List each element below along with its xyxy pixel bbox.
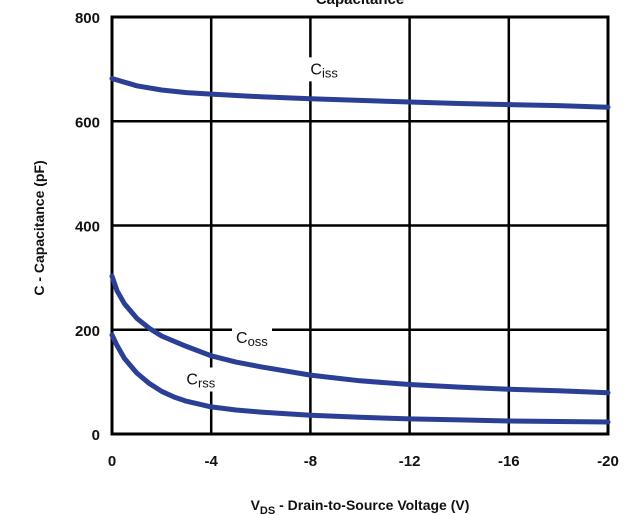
plot-frame	[110, 15, 610, 436]
series-label-bg-crss	[182, 367, 223, 392]
y-tick-label: 800	[75, 10, 100, 27]
x-tick-label: 0	[108, 453, 116, 470]
x-axis-title: VDS - Drain-to-Source Voltage (V)	[251, 497, 470, 515]
series-line-crss	[109, 332, 611, 425]
series-label-coss: Coss	[236, 330, 268, 349]
y-axis-title: C - Capacitance (pF)	[31, 160, 47, 295]
series-label-ciss: Ciss	[310, 61, 338, 80]
x-axis-title-rest: - Drain-to-Source Voltage (V)	[275, 497, 469, 513]
series-line-ciss	[109, 76, 611, 110]
y-tick-label: 200	[75, 323, 100, 340]
x-axis-title-main: V	[251, 497, 261, 513]
series-label-crss: Crss	[186, 371, 215, 390]
series-label-bg-coss	[232, 325, 272, 350]
series-labels: Ciss Coss Crss	[182, 57, 347, 392]
y-tick-label: 400	[75, 219, 100, 236]
x-tick-label: -8	[304, 453, 317, 470]
x-tick-label: -4	[205, 453, 219, 470]
series-label-bg-ciss	[306, 57, 347, 82]
x-tick-label: -16	[498, 453, 520, 470]
series-layer	[109, 76, 611, 425]
x-tick-label: -12	[399, 453, 421, 470]
y-tick-label: 600	[75, 114, 100, 131]
tick-labels: 0 -4 -8 -12 -16 -20 0 200 400 600 800	[75, 10, 619, 470]
x-axis-title-sub: DS	[260, 505, 275, 515]
chart-title: Capacitance	[316, 0, 404, 8]
series-line-coss	[109, 273, 611, 396]
x-tick-label: -20	[597, 453, 619, 470]
y-tick-label: 0	[92, 427, 100, 444]
grid	[112, 17, 608, 434]
